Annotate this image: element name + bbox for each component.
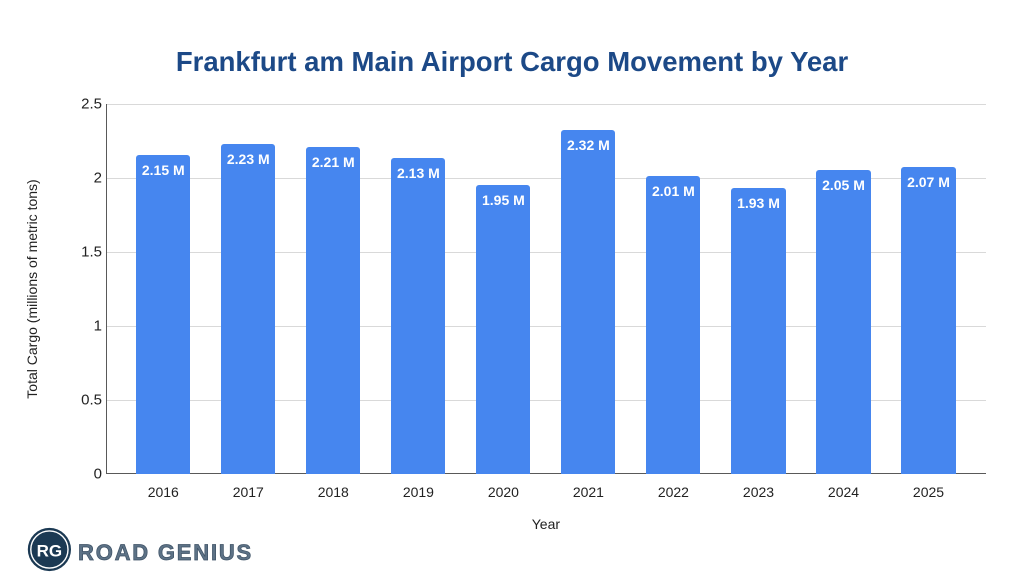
svg-text:ROAD GENIUS: ROAD GENIUS — [78, 540, 253, 565]
svg-text:RG: RG — [37, 541, 63, 560]
